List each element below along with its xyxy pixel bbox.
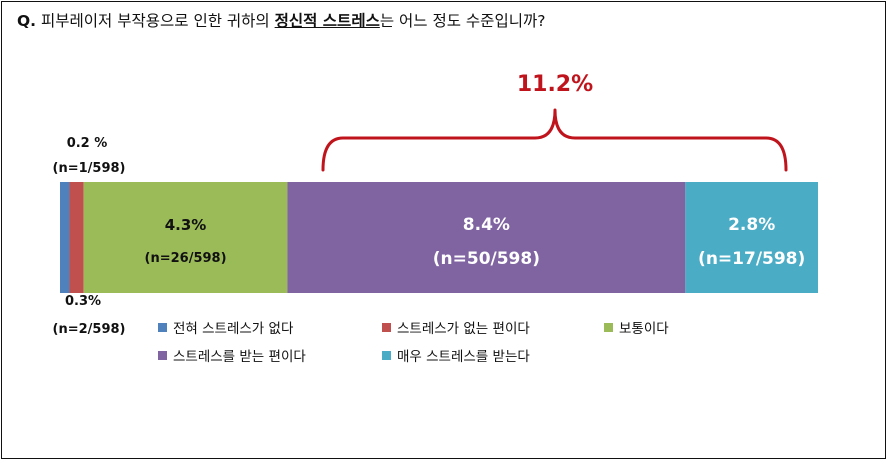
bar-segment-4 [685, 182, 818, 293]
data-label-count-0: (n=1/598) [53, 161, 126, 176]
bar-segment-0 [60, 182, 70, 293]
legend-label-0: 전혀 스트레스가 없다 [173, 321, 294, 337]
legend-swatch-4 [382, 350, 391, 360]
question-emphasis: 정신적 스트레스 [274, 12, 380, 30]
legend-item-1: 스트레스가 없는 편이다 [382, 317, 530, 337]
data-label-count-3: (n=50/598) [433, 249, 540, 269]
question-prefix: Q. [17, 12, 37, 30]
question-before: 피부레이저 부작용으로 인한 귀하의 [36, 12, 275, 30]
legend-swatch-0 [158, 322, 167, 332]
question-after: 는 어느 정도 수준입니까? [379, 12, 546, 30]
legend-item-0: 전혀 스트레스가 없다 [158, 317, 293, 337]
legend-label-4: 매우 스트레스를 받는다 [397, 349, 530, 365]
data-label-value-4: 2.8% [728, 215, 775, 235]
legend-swatch-2 [604, 322, 613, 332]
data-label-count-2: (n=26/598) [145, 251, 227, 266]
legend-label-1: 스트레스가 없는 편이다 [397, 321, 530, 337]
legend-item-3: 스트레스를 받는 편이다 [158, 345, 306, 365]
legend-item-4: 매우 스트레스를 받는다 [382, 345, 530, 365]
bar-segment-1 [69, 182, 84, 293]
bar-segment-2 [83, 182, 288, 293]
data-label-count-1: (n=2/598) [53, 322, 126, 337]
data-label-value-1: 0.3% [65, 294, 101, 309]
data-label-value-0: 0.2 % [67, 136, 108, 151]
bracket-label: 11.2% [517, 72, 593, 97]
bar-segment-3 [287, 182, 686, 293]
data-label-count-4: (n=17/598) [698, 249, 805, 269]
question-text: Q. 피부레이저 부작용으로 인한 귀하의 정신적 스트레스는 어느 정도 수준… [17, 9, 545, 31]
legend-swatch-3 [158, 350, 167, 360]
data-label-value-2: 4.3% [165, 216, 207, 234]
bracket-brace [321, 108, 788, 172]
legend-swatch-1 [382, 322, 391, 332]
data-label-value-3: 8.4% [463, 215, 510, 235]
legend-label-3: 스트레스를 받는 편이다 [173, 349, 306, 365]
legend-label-2: 보통이다 [619, 321, 669, 337]
legend-item-2: 보통이다 [604, 317, 669, 337]
